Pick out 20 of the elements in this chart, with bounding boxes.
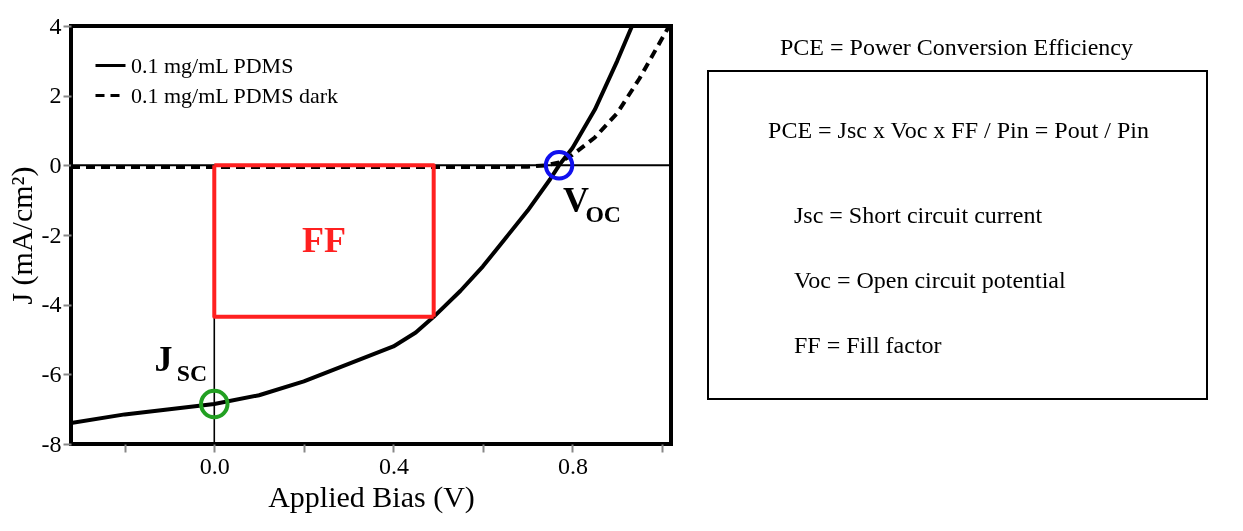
text: Jsc = Short circuit current [794, 202, 1043, 228]
y-axis-title: J (mA/cm²) [4, 166, 39, 305]
y-tick-label: -4 [41, 291, 62, 318]
y-tick-label: 0 [49, 151, 62, 178]
y-tick-label: -2 [41, 221, 62, 248]
y-tick-label: -8 [41, 430, 62, 457]
y-tick-label: -6 [41, 360, 62, 387]
x-axis-title: Applied Bias (V) [268, 479, 475, 514]
annotation: FF [301, 220, 346, 261]
x-tick-label: 0.4 [378, 452, 409, 479]
text: FF = Fill factor [794, 332, 942, 358]
legend-label: 0.1 mg/mL PDMS [131, 52, 294, 78]
legend-label: 0.1 mg/mL PDMS dark [131, 82, 338, 108]
text: PCE = Power Conversion Efficiency [779, 34, 1134, 60]
text: PCE = Jsc x Voc x FF / Pin = Pout / Pin [768, 117, 1149, 143]
text: Voc = Open circuit potential [794, 267, 1067, 293]
y-tick-label: 2 [49, 82, 62, 109]
y-tick-label: 4 [49, 12, 62, 39]
x-tick-label: 0.8 [557, 452, 588, 479]
x-tick-label: 0.0 [199, 452, 230, 479]
